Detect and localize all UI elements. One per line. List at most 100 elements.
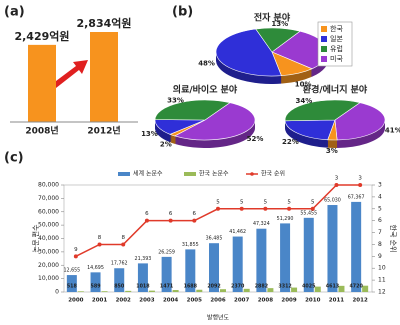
bar [101,291,108,292]
bar [90,32,118,122]
value-label: 33% [167,96,184,104]
pie-title: 환경/에너지 분야 [303,84,368,96]
bar [66,275,77,292]
x-tick-label: 2004 [163,298,178,304]
legend-label: 일본 [330,34,343,43]
value-label: 51,290 [277,216,294,222]
bar [351,201,362,292]
x-tick-label: 2002 [116,298,131,304]
value-label: 8 [121,235,125,241]
y2-tick-label: 5 [378,205,382,212]
value-label: 8 [98,235,102,241]
y-tick-label: 70,000 [38,195,59,202]
y-tick-label: 40,000 [38,235,59,242]
line-marker [121,242,126,247]
x-tick-label: 2005 [187,298,202,304]
value-label: 48% [198,59,215,67]
line-marker [263,206,268,211]
value-label: 850 [114,284,125,290]
legend-swatch [321,56,327,62]
x-tick-label: 2010 [305,298,320,304]
value-label: 2% [160,140,172,148]
value-label: 3% [326,147,338,155]
value-label: 22% [282,138,299,146]
value-label: 31,855 [182,242,199,248]
y-tick-label: 0 [55,289,59,296]
bar [303,217,314,292]
pie-title: 의료/바이오 분야 [173,84,238,96]
pie-slice [255,27,301,53]
x-tick-label: 2000 [68,298,83,304]
y2-tick-label: 12 [378,289,386,296]
value-label: 34% [296,97,313,105]
value-label: 65,030 [324,198,341,204]
value-label: 5 [311,199,315,205]
pie-slice [284,99,361,122]
x-tick-label: 2012년 [87,125,120,137]
pie-slice [154,99,231,121]
y2-tick-label: 10 [378,265,386,272]
y2-axis-label: 한국 순위 [389,225,397,253]
value-label: 41,462 [229,229,246,235]
value-label: 5 [240,199,244,205]
legend-label: 한국 [330,25,343,33]
value-label: 4025 [302,284,315,290]
bar [362,285,369,292]
value-label: 47,324 [253,221,270,227]
value-label: 1018 [136,284,150,290]
bar [280,223,291,292]
value-label: 2,429억원 [14,29,69,43]
legend-label: 미국 [330,54,343,63]
bar [243,288,250,292]
pie-slice [334,102,386,141]
value-label: 5 [216,199,220,205]
x-tick-label: 2007 [234,298,249,304]
y-tick-label: 10,000 [38,275,59,282]
bar [185,249,196,292]
y2-tick-label: 3 [378,182,382,189]
bar [256,228,267,292]
value-label: 3 [358,176,362,182]
value-label: 2,834억원 [76,16,131,30]
value-label: 2882 [255,284,268,290]
y2-tick-label: 8 [378,241,382,248]
legend-label: 한국 순위 [261,170,285,178]
value-label: 67,367 [348,194,365,200]
value-label: 5 [264,199,268,205]
value-label: 4720 [349,284,363,290]
line-marker [73,254,78,259]
value-label: 1688 [184,284,198,290]
value-label: 3312 [278,284,291,290]
growth-arrow [52,60,88,88]
legend-swatch [118,172,130,176]
line-marker [358,183,363,187]
value-label: 3 [335,176,339,182]
line-marker [334,183,339,187]
bar [291,287,298,292]
value-label: 55,455 [300,210,317,216]
legend-swatch [321,26,327,32]
legend-label: 세계 논문수 [133,170,163,178]
value-label: 10% [295,81,312,89]
bar [125,290,132,292]
panel-label: (c) [4,151,24,166]
y2-tick-label: 4 [378,193,382,200]
x-tick-label: 2008년 [25,125,58,137]
bar [196,289,203,292]
y-tick-label: 20,000 [38,262,59,269]
line-marker [287,206,292,211]
x-tick-label: 2006 [210,298,225,304]
value-label: 9 [74,247,78,253]
y-tick-label: 80,000 [38,182,59,189]
value-label: 518 [67,284,78,290]
value-label: 2370 [231,284,245,290]
bar [28,44,56,122]
x-tick-label: 2001 [92,298,107,304]
bar [209,243,219,292]
value-label: 589 [91,284,102,290]
bar [137,263,148,292]
bar [327,205,338,292]
value-label: 17,762 [111,261,128,267]
line-marker [192,218,197,223]
